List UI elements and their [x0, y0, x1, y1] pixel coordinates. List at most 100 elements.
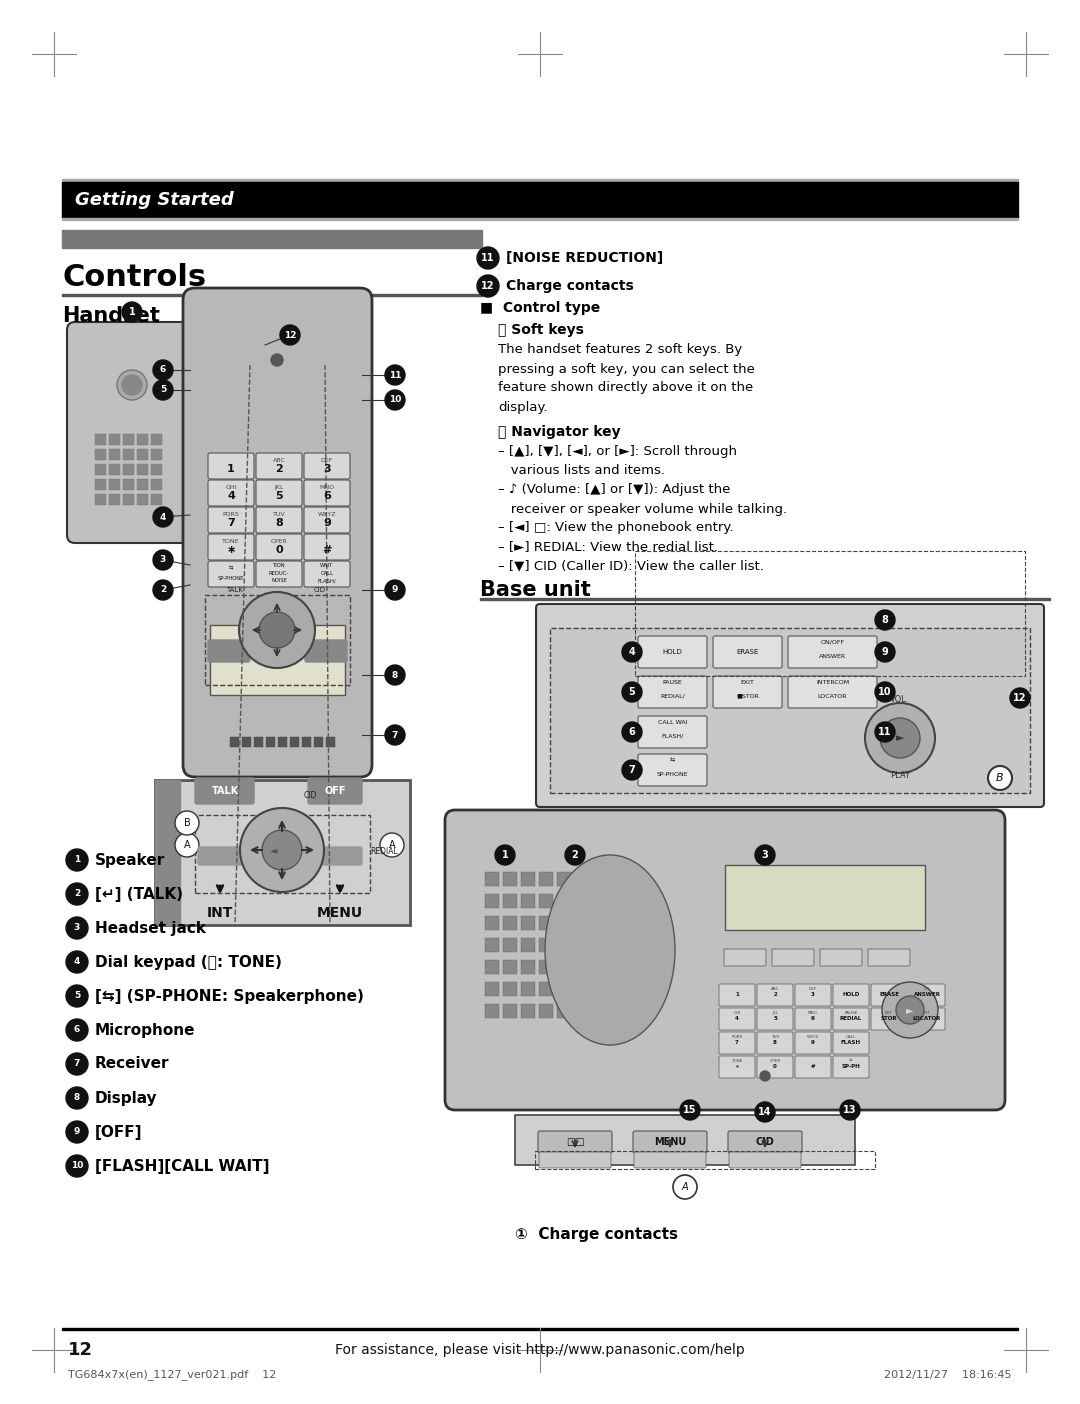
FancyBboxPatch shape [198, 847, 242, 865]
Bar [137, 434, 148, 445]
Text: 7: 7 [735, 1040, 739, 1046]
Circle shape [153, 580, 173, 600]
Text: – [►] REDIAL: View the redial list.: – [►] REDIAL: View the redial list. [498, 541, 718, 553]
Circle shape [66, 849, 87, 870]
Text: SP-PHONE: SP-PHONE [657, 772, 688, 776]
Bar [515, 1115, 855, 1165]
Text: 11: 11 [878, 727, 892, 737]
Bar [539, 938, 553, 952]
FancyBboxPatch shape [833, 1032, 869, 1054]
Text: 8: 8 [881, 615, 889, 625]
Text: 1: 1 [735, 993, 739, 997]
Circle shape [673, 1175, 697, 1199]
Text: *: * [735, 1064, 739, 1070]
Text: MENU: MENU [653, 1137, 686, 1147]
Text: Dial keypad (⨉: TONE): Dial keypad (⨉: TONE) [95, 955, 282, 970]
FancyBboxPatch shape [256, 453, 302, 479]
Text: OFF: OFF [324, 786, 346, 796]
Bar [123, 449, 134, 461]
Text: 2: 2 [160, 585, 166, 594]
FancyBboxPatch shape [303, 453, 350, 479]
Bar [95, 449, 106, 461]
Circle shape [66, 1087, 87, 1109]
Circle shape [988, 767, 1012, 790]
Bar [109, 494, 120, 505]
Bar [123, 434, 134, 445]
Bar [137, 494, 148, 505]
FancyBboxPatch shape [909, 1008, 945, 1031]
Circle shape [840, 1099, 860, 1120]
Bar [557, 938, 571, 952]
Bar [635, 550, 1025, 675]
Text: GHI: GHI [733, 1011, 741, 1015]
Text: VOL.: VOL. [890, 695, 909, 705]
Bar [230, 737, 239, 747]
Text: INTERCOM: INTERCOM [815, 680, 849, 685]
Circle shape [122, 375, 141, 395]
Text: ∗: ∗ [227, 545, 235, 556]
Text: EXT: EXT [886, 1011, 893, 1015]
Text: ◄: ◄ [270, 845, 278, 855]
Text: REDUC-: REDUC- [269, 571, 289, 576]
Bar [503, 915, 517, 929]
Circle shape [384, 580, 405, 600]
Circle shape [122, 302, 141, 322]
Circle shape [66, 917, 87, 939]
Text: 2012/11/27    18:16:45: 2012/11/27 18:16:45 [885, 1370, 1012, 1380]
Circle shape [760, 1071, 770, 1081]
Text: FLASH: FLASH [841, 1040, 861, 1046]
FancyBboxPatch shape [729, 1153, 801, 1168]
FancyBboxPatch shape [788, 636, 877, 668]
Circle shape [380, 833, 404, 856]
Bar [326, 737, 335, 747]
Bar [62, 183, 1018, 218]
Text: TONE: TONE [731, 1059, 743, 1063]
FancyBboxPatch shape [208, 453, 254, 479]
Text: 6: 6 [73, 1025, 80, 1035]
Text: – [▼] CID (Caller ID): View the caller list.: – [▼] CID (Caller ID): View the caller l… [498, 560, 764, 573]
FancyBboxPatch shape [303, 480, 350, 505]
Bar [123, 494, 134, 505]
Bar [575, 894, 589, 908]
Text: 8: 8 [773, 1040, 777, 1046]
Text: 12: 12 [482, 281, 495, 291]
FancyBboxPatch shape [638, 716, 707, 748]
Text: 1: 1 [501, 849, 509, 861]
Text: 0: 0 [275, 545, 283, 556]
Text: 5: 5 [773, 1016, 777, 1022]
Text: feature shown directly above it on the: feature shown directly above it on the [498, 382, 753, 395]
Text: 4: 4 [629, 647, 635, 657]
Bar [503, 1004, 517, 1018]
Text: 1: 1 [129, 307, 135, 317]
Text: – [◄] □: View the phonebook entry.: – [◄] □: View the phonebook entry. [498, 521, 733, 535]
Bar [485, 872, 499, 886]
Bar [521, 915, 535, 929]
FancyBboxPatch shape [536, 604, 1044, 807]
Text: 13: 13 [843, 1105, 856, 1115]
FancyBboxPatch shape [757, 1056, 793, 1078]
Text: ⇆: ⇆ [229, 564, 233, 570]
Text: 3: 3 [761, 849, 768, 861]
Text: 3: 3 [73, 924, 80, 932]
Ellipse shape [545, 855, 675, 1045]
Text: various lists and items.: various lists and items. [498, 465, 665, 477]
Text: REDIAL: REDIAL [840, 1016, 862, 1022]
Circle shape [896, 995, 924, 1024]
Text: pressing a soft key, you can select the: pressing a soft key, you can select the [498, 362, 755, 375]
Text: ■STOR: ■STOR [737, 694, 759, 699]
Circle shape [153, 550, 173, 570]
Text: 2: 2 [73, 890, 80, 899]
FancyBboxPatch shape [719, 984, 755, 1007]
Text: 14: 14 [758, 1106, 772, 1118]
Circle shape [66, 1019, 87, 1040]
Bar [557, 1004, 571, 1018]
FancyBboxPatch shape [303, 562, 350, 587]
Text: – [▲], [▼], [◄], or [►]: Scroll through: – [▲], [▼], [◄], or [►]: Scroll through [498, 445, 737, 459]
Circle shape [66, 1155, 87, 1177]
Text: #: # [811, 1064, 815, 1070]
Bar [95, 494, 106, 505]
Bar [151, 434, 162, 445]
Text: 10: 10 [71, 1161, 83, 1171]
Text: ①  Charge contacts: ① Charge contacts [515, 1227, 678, 1243]
Bar [485, 915, 499, 929]
